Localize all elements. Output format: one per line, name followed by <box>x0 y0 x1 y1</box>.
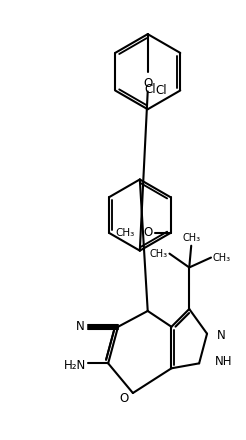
Text: N: N <box>217 329 226 342</box>
Text: H₂N: H₂N <box>64 359 86 372</box>
Text: CH₃: CH₃ <box>213 253 231 263</box>
Text: Cl: Cl <box>145 84 156 96</box>
Text: Cl: Cl <box>156 84 167 97</box>
Text: CH₃: CH₃ <box>182 233 200 243</box>
Text: CH₃: CH₃ <box>149 249 168 259</box>
Text: N: N <box>76 320 85 333</box>
Text: O: O <box>143 77 152 90</box>
Text: NH: NH <box>215 355 232 368</box>
Text: CH₃: CH₃ <box>116 228 135 238</box>
Text: O: O <box>120 392 129 405</box>
Text: O: O <box>144 226 153 239</box>
